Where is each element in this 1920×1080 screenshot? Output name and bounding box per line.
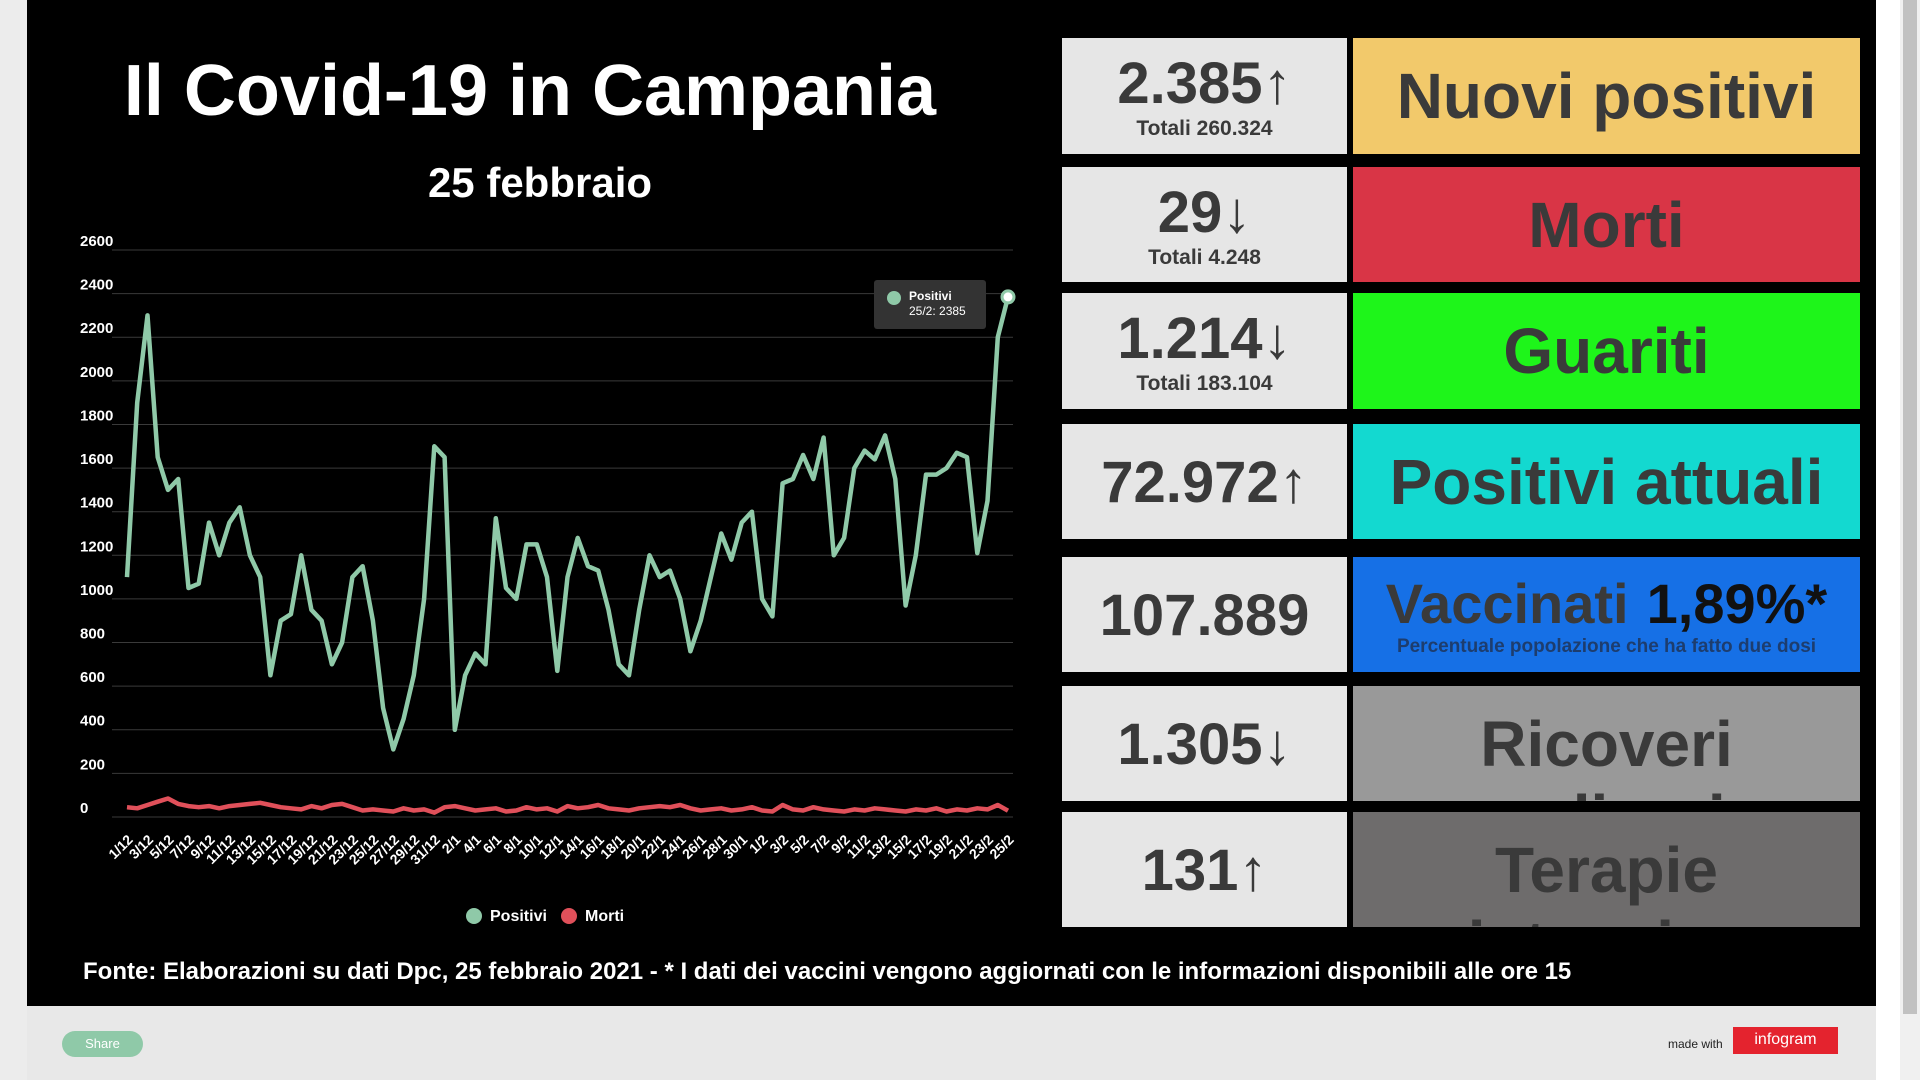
stat-total: Totali 4.248 bbox=[1148, 246, 1261, 269]
chart-subtitle: 25 febbraio bbox=[428, 159, 652, 206]
chart: Il Covid-19 in Campania 25 febbraio 0 200… bbox=[80, 51, 1017, 925]
value-box: 131↑ bbox=[1062, 812, 1347, 927]
bottom-bar bbox=[27, 1006, 1876, 1080]
stat-label: Vaccinati 1,89%* bbox=[1385, 572, 1828, 635]
y-tick-label: 2600 bbox=[80, 233, 113, 250]
tooltip-label: 25/2: 2385 bbox=[909, 304, 966, 318]
stat-value: 72.972↑ bbox=[1101, 449, 1308, 515]
margin bbox=[0, 0, 27, 1080]
stat-highlight: 1,89%* bbox=[1646, 572, 1828, 635]
tooltip-name: Positivi bbox=[909, 289, 952, 303]
y-tick-label: 400 bbox=[80, 713, 105, 730]
footer-note: Fonte: Elaborazioni su dati Dpc, 25 febb… bbox=[83, 958, 1572, 985]
stat-value: 131↑ bbox=[1141, 837, 1268, 903]
value-box: 72.972↑ bbox=[1062, 424, 1347, 539]
brand-logo[interactable]: infogram bbox=[1733, 1027, 1838, 1054]
tooltip-dot bbox=[887, 291, 901, 305]
stat-label: Ricoveri ordinari bbox=[1480, 707, 1733, 802]
label-box: Terapie intensive bbox=[1353, 812, 1860, 927]
y-tick-label: 800 bbox=[80, 626, 105, 643]
label-box: Positivi attuali bbox=[1353, 424, 1860, 539]
label-box: Nuovi positivi bbox=[1353, 38, 1860, 154]
label-box: Ricoveri ordinari bbox=[1353, 686, 1860, 801]
y-tick-label: 200 bbox=[80, 756, 105, 773]
share-button[interactable]: Share bbox=[62, 1031, 143, 1057]
value-box: 2.385↑ Totali 260.324 bbox=[1062, 38, 1347, 154]
legend-marker bbox=[561, 908, 577, 924]
y-tick-label: 1800 bbox=[80, 407, 113, 424]
stat-label: Guariti bbox=[1503, 315, 1710, 387]
label-box: Vaccinati 1,89%* Percentuale popolazione c… bbox=[1353, 557, 1860, 672]
x-tick-label: 25/2 bbox=[986, 831, 1017, 862]
y-tick-label: 1400 bbox=[80, 495, 113, 512]
tooltip-box bbox=[874, 280, 986, 329]
stat-value: 107.889 bbox=[1099, 582, 1310, 648]
line bbox=[124, 296, 1011, 752]
legend-label: Morti bbox=[585, 908, 624, 925]
y-tick-label: 1200 bbox=[80, 538, 113, 555]
stat-label: Nuovi positivi bbox=[1396, 60, 1817, 132]
stat-label: Morti bbox=[1528, 188, 1685, 261]
label-box: Guariti bbox=[1353, 293, 1860, 409]
stat-total: Totali 260.324 bbox=[1136, 117, 1273, 140]
stat-value: 1.305↓ bbox=[1117, 711, 1292, 777]
scrollbar-thumb[interactable] bbox=[1903, 0, 1917, 1014]
legend-marker bbox=[466, 908, 482, 924]
stat-value: 1.214↓ bbox=[1117, 306, 1292, 371]
stat-note: Percentuale popolazione che ha fatto due… bbox=[1396, 636, 1817, 657]
y-tick-label: 1600 bbox=[80, 451, 113, 468]
y-tick-label: 2000 bbox=[80, 364, 113, 381]
value-box: 1.305↓ bbox=[1062, 686, 1347, 801]
value-box: 1.214↓ Totali 183.104 bbox=[1062, 293, 1347, 409]
y-tick-label: 2400 bbox=[80, 277, 113, 294]
label-box: Morti bbox=[1353, 167, 1860, 282]
made-with: made with bbox=[1668, 1037, 1723, 1051]
y-tick-label: 2200 bbox=[80, 320, 113, 337]
stat-label: Terapie intensive bbox=[1468, 833, 1745, 928]
stat-total: Totali 183.104 bbox=[1136, 372, 1273, 395]
legend-label: Positivi bbox=[490, 908, 547, 925]
stat-value: 2.385↑ bbox=[1117, 51, 1292, 116]
stat-label: Positivi attuali bbox=[1389, 445, 1824, 518]
y-tick-label: 600 bbox=[80, 669, 105, 686]
value-box: 107.889 bbox=[1062, 557, 1347, 672]
y-tick-label: 1000 bbox=[80, 582, 113, 599]
y-tick-label: 0 bbox=[80, 800, 88, 817]
line bbox=[126, 796, 1010, 815]
stat-value: 29↓ bbox=[1157, 180, 1252, 245]
value-box: 29↓ Totali 4.248 bbox=[1062, 167, 1347, 282]
highlight-point bbox=[1000, 289, 1016, 305]
chart-title: Il Covid-19 in Campania bbox=[124, 51, 937, 131]
